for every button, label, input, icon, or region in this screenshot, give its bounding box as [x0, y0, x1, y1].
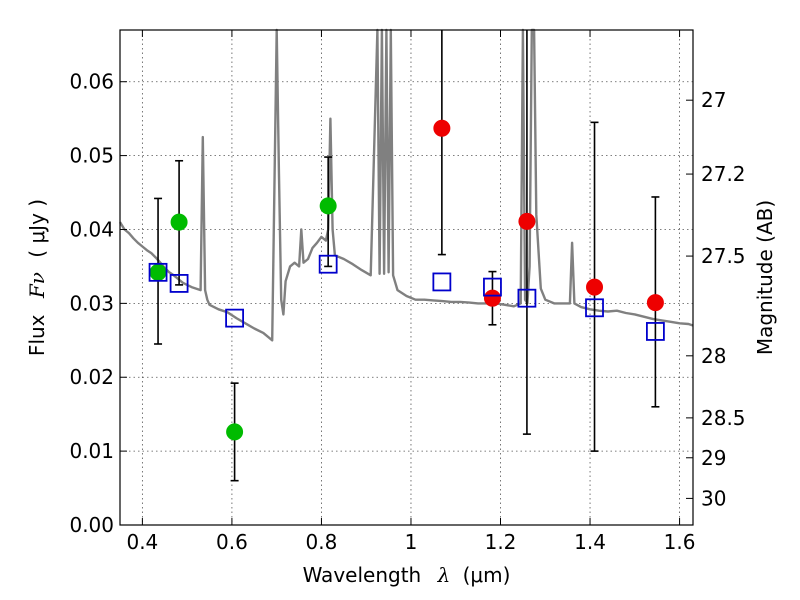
model-photometry-square [148, 262, 168, 282]
y2-tick-label: 28.5 [701, 406, 746, 430]
model-photometry-square [483, 277, 502, 297]
x-tick-label: 1.2 [485, 530, 517, 554]
data-point-red [433, 119, 451, 137]
data-point-red [483, 289, 501, 307]
y2-tick-label: 27.5 [701, 244, 746, 268]
y-tick-label: 0.04 [69, 217, 114, 241]
axis-ticks: 0.4 0.6 0.8 1 1.2 1.4 1.6 0.00 0.01 0.02 0.03 0.04 0… [69, 30, 746, 554]
y-tick-label: 0.05 [69, 144, 114, 168]
x-tick-label: 1.6 [664, 530, 696, 554]
model-photometry-square [169, 274, 189, 293]
y-axis-title: Flux Fν ( μJy ) [25, 199, 49, 356]
model-photometry-squares [148, 254, 665, 341]
data-point-green [170, 213, 188, 231]
data-point-red [586, 278, 604, 296]
y2-tick-label: 28 [701, 344, 726, 368]
y-tick-label: 0.00 [69, 513, 114, 537]
y-tick-label: 0.06 [69, 70, 114, 94]
y-tick-label: 0.03 [69, 291, 114, 315]
y-tick-label: 0.02 [69, 365, 114, 389]
y-axis-symbol: Fν [25, 272, 49, 299]
x-axis-symbol: λ [437, 563, 451, 587]
errorbars [154, 30, 660, 482]
y2-tick-label: 27.2 [701, 162, 746, 186]
data-point-red [518, 212, 536, 230]
data-point-green [319, 197, 337, 215]
y-axis-title-text: Flux [25, 314, 49, 356]
y2-tick-label: 30 [701, 486, 726, 510]
y-tick-label: 0.01 [69, 439, 114, 463]
model-photometry-square [585, 298, 604, 318]
x-tick-label: 1.4 [574, 530, 606, 554]
model-spectrum [118, 28, 694, 342]
data-points [149, 119, 664, 441]
x-tick-label: 0.4 [126, 530, 158, 554]
x-tick-label: 1 [405, 530, 418, 554]
data-point-green [149, 263, 167, 281]
y2-axis-title: Magnitude (AB) [753, 200, 777, 355]
y-axis-unit: ( μJy ) [25, 199, 49, 258]
model-spectrum-line [118, 28, 694, 342]
model-photometry-square [318, 254, 338, 274]
x-tick-label: 0.6 [216, 530, 248, 554]
x-axis-title: Wavelength λ (μm) [303, 563, 511, 587]
x-axis-title-text: Wavelength [303, 563, 422, 587]
model-photometry-square [645, 322, 665, 341]
model-photometry-square [432, 272, 452, 292]
model-photometry-square [225, 308, 245, 328]
y2-tick-label: 27 [701, 88, 726, 112]
data-point-green [226, 423, 244, 441]
x-tick-label: 0.8 [306, 530, 338, 554]
data-point-red [646, 294, 664, 312]
plot-frame [119, 29, 694, 526]
model-photometry-square [517, 288, 537, 308]
x-axis-unit: (μm) [463, 563, 511, 587]
y2-tick-label: 29 [701, 446, 726, 470]
